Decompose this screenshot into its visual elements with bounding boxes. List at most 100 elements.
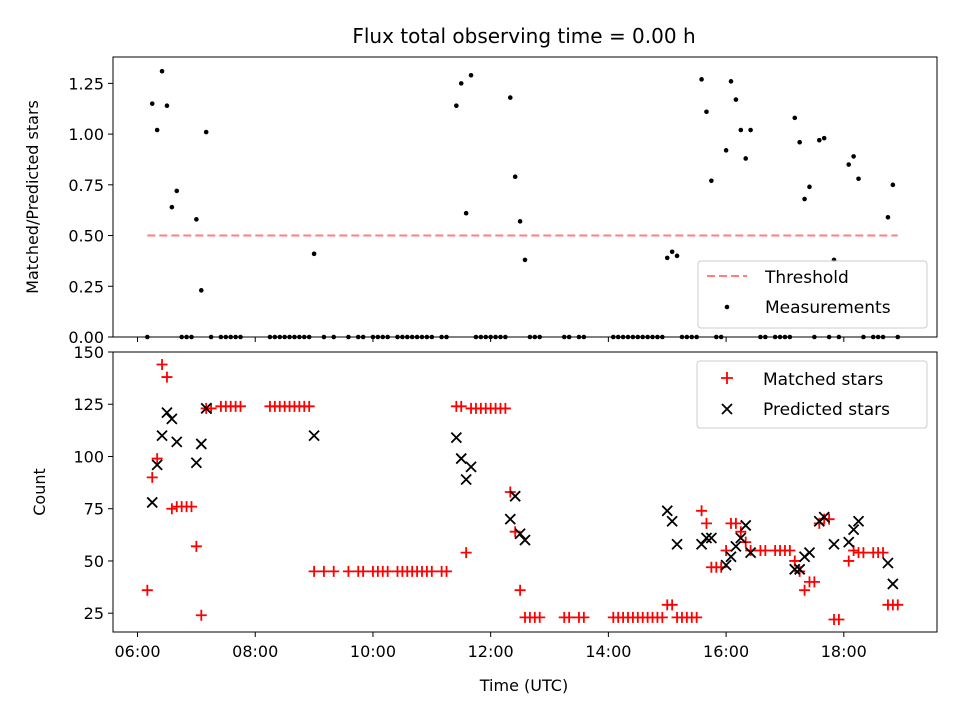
- matched-point-33: [357, 565, 369, 577]
- top-plot-frame: [112, 56, 938, 338]
- measurement-point-116: [851, 154, 856, 159]
- top-y-tick-label-4: 1.00: [68, 125, 104, 144]
- predicted-point-21: [695, 538, 708, 550]
- bottom-x-axis-label: Time (UTC): [479, 676, 568, 695]
- predicted-point-40: [882, 557, 894, 569]
- matched-point-107: [799, 584, 811, 596]
- bottom-panel: 06:00 08:00 10:00 12:00 14:00 16:00 18:00 25 50 7…: [30, 343, 938, 695]
- predicted-point-30: [789, 563, 801, 575]
- measurement-point-83: [674, 253, 680, 259]
- measurement-point-96: [738, 127, 744, 133]
- matched-point-29: [318, 565, 330, 577]
- predicted-point-6: [190, 457, 203, 469]
- matched-point-100: [759, 545, 771, 557]
- measurement-point-82: [669, 249, 675, 255]
- bottom-legend: Matched stars Predicted stars: [696, 360, 928, 429]
- measurement-point-28: [311, 251, 317, 257]
- bottom-y-tick-label-2: 75: [84, 500, 104, 519]
- matched-point-82: [666, 599, 678, 611]
- predicted-point-9: [308, 429, 320, 442]
- top-y-tick-label-2: 0.50: [68, 227, 104, 246]
- matched-point-96: [735, 526, 747, 538]
- predicted-point-38: [847, 523, 860, 536]
- top-marks: [145, 68, 901, 340]
- measurement-point-60: [512, 174, 518, 180]
- legend-predicted-swatch: [721, 403, 733, 415]
- predicted-point-33: [803, 546, 816, 559]
- x-tick-label-0: 06:00: [114, 642, 160, 661]
- bottom-y-tick-label-3: 100: [73, 447, 104, 466]
- top-y-tick-label-1: 0.25: [68, 277, 104, 296]
- matched-point-95: [730, 517, 742, 529]
- predicted-point-31: [794, 563, 806, 575]
- x-tick-label-5: 16:00: [703, 642, 749, 661]
- measurement-point-94: [728, 79, 734, 84]
- measurement-point-90: [709, 178, 714, 184]
- measurement-point-95: [733, 97, 739, 102]
- measurement-point-62: [522, 257, 528, 263]
- predicted-point-36: [828, 538, 840, 550]
- top-y-axis-label: Matched/Predicted stars: [23, 100, 42, 294]
- measurement-point-2: [154, 127, 160, 133]
- predicted-point-22: [700, 532, 713, 544]
- matched-point-9: [185, 501, 197, 513]
- predicted-point-10: [450, 432, 462, 444]
- predicted-point-5: [171, 436, 183, 448]
- matched-point-11: [195, 609, 207, 621]
- predicted-point-16: [514, 528, 526, 540]
- predicted-point-20: [671, 538, 683, 550]
- measurement-point-11: [198, 288, 204, 293]
- bottom-y-tick-label-0: 25: [84, 604, 104, 623]
- measurement-point-5: [169, 204, 175, 210]
- predicted-point-4: [166, 413, 178, 425]
- measurement-point-10: [194, 217, 199, 222]
- matched-point-104: [784, 545, 796, 557]
- series-1-bottom: [141, 359, 904, 625]
- measurement-point-122: [885, 214, 891, 220]
- predicted-point-1: [151, 459, 163, 471]
- predicted-point-26: [730, 540, 742, 552]
- predicted-point-41: [887, 578, 899, 590]
- bottom-y-tick-label-1: 50: [84, 552, 104, 571]
- top-y-tick-label-3: 0.75: [68, 176, 104, 195]
- matched-point-4: [161, 371, 173, 383]
- predicted-point-8: [200, 402, 212, 415]
- measurement-point-49: [458, 81, 464, 86]
- top-y-tick-label-5: 1.25: [68, 74, 104, 93]
- measurement-point-61: [517, 219, 523, 224]
- predicted-point-39: [852, 515, 865, 527]
- legend-threshold-label: Threshold: [764, 268, 849, 288]
- legend-matched-swatch: [721, 372, 733, 384]
- predicted-point-12: [460, 473, 472, 486]
- matched-point-45: [426, 565, 438, 577]
- predicted-point-35: [818, 511, 830, 523]
- legend-predicted-label: Predicted stars: [763, 400, 890, 420]
- matched-point-3: [156, 359, 168, 371]
- predicted-point-24: [720, 559, 732, 571]
- measurement-point-123: [890, 182, 896, 188]
- matched-point-31: [342, 565, 354, 577]
- matched-point-10: [190, 540, 202, 552]
- bottom-y-tick-label-4: 125: [73, 395, 104, 414]
- measurement-point-4: [164, 103, 170, 108]
- top-ticks: 0.00 0.25 0.50 0.75 1.00 1.25: [68, 74, 845, 347]
- predicted-point-29: [744, 546, 757, 559]
- matched-point-114: [833, 613, 845, 625]
- top-panel: 0.00 0.25 0.50 0.75 1.00 1.25 Matched/Predict…: [23, 56, 938, 347]
- predicted-point-28: [740, 519, 752, 532]
- top-legend-box: [697, 260, 928, 329]
- predicted-point-2: [156, 429, 168, 442]
- matched-point-50: [460, 547, 472, 559]
- matched-point-80: [656, 611, 668, 623]
- matched-point-109: [808, 576, 820, 588]
- measurement-point-1: [149, 101, 155, 106]
- series-2-bottom: [146, 402, 899, 590]
- predicted-point-14: [504, 513, 516, 525]
- legend-measurements-label: Measurements: [765, 298, 891, 318]
- measurement-point-107: [802, 196, 807, 202]
- predicted-point-18: [661, 505, 673, 517]
- measurement-point-48: [454, 103, 459, 108]
- measurement-point-97: [743, 156, 749, 161]
- measurement-point-89: [704, 109, 709, 115]
- measurement-point-106: [797, 139, 802, 145]
